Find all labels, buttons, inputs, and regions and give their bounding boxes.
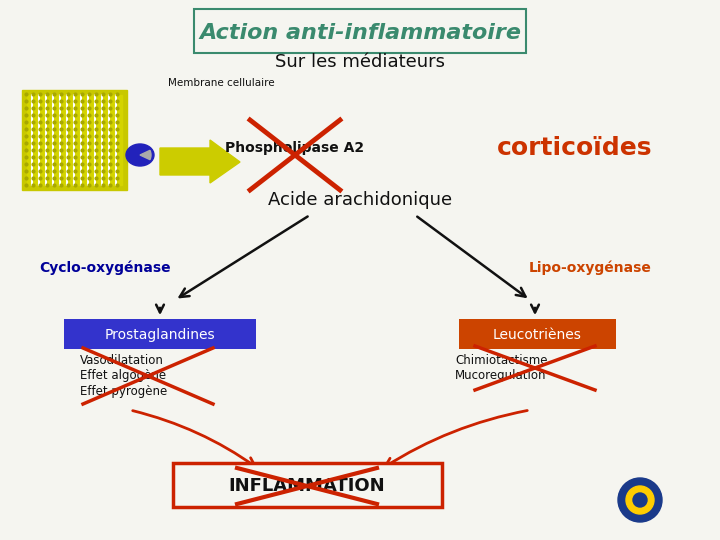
Circle shape [633,493,647,507]
Text: Prostaglandines: Prostaglandines [104,328,215,342]
Polygon shape [160,140,240,183]
Text: Sur les médiateurs: Sur les médiateurs [275,53,445,71]
Text: Mucoregulation: Mucoregulation [455,369,546,382]
Text: Effet algogène: Effet algogène [80,369,166,382]
Bar [22,90,127,190]
Circle shape [626,486,654,514]
Bar [27,95,122,185]
Text: Lipo-oxygénase: Lipo-oxygénase [528,261,652,275]
Text: Chimiotactisme: Chimiotactisme [455,354,547,367]
Text: Leucotriènes: Leucotriènes [492,328,582,342]
Text: Action anti-inflammatoire: Action anti-inflammatoire [199,23,521,43]
Ellipse shape [126,144,154,166]
Circle shape [618,478,662,522]
Text: Effet pyrogène: Effet pyrogène [80,386,167,399]
FancyBboxPatch shape [459,319,616,349]
FancyBboxPatch shape [173,463,442,507]
FancyBboxPatch shape [194,9,526,53]
Text: Acide arachidonique: Acide arachidonique [268,191,452,209]
Wedge shape [140,150,151,160]
Text: corticoïdes: corticoïdes [498,136,653,160]
Text: Cyclo-oxygénase: Cyclo-oxygénase [39,261,171,275]
Text: Vasodilatation: Vasodilatation [80,354,164,367]
Text: Phospholipase A2: Phospholipase A2 [225,141,364,155]
FancyBboxPatch shape [64,319,256,349]
Text: Membrane cellulaire: Membrane cellulaire [168,78,274,88]
Text: INFLAMMATION: INFLAMMATION [229,477,385,495]
